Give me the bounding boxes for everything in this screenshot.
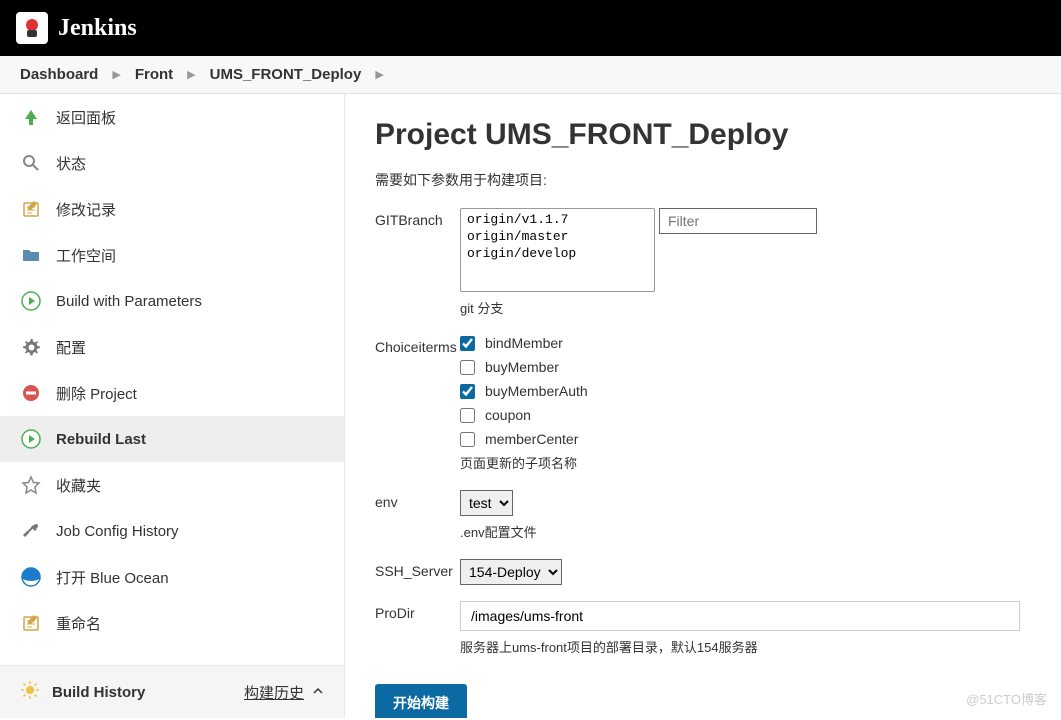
page-subtitle: 需要如下参数用于构建项目:	[375, 170, 1031, 190]
page-title: Project UMS_FRONT_Deploy	[375, 118, 1031, 152]
sidebar-item-label: 删除 Project	[56, 383, 137, 404]
search-icon	[20, 152, 42, 174]
sidebar-item-4[interactable]: Build with Parameters	[0, 278, 344, 324]
sidebar-item-label: 配置	[56, 337, 86, 358]
sidebar-item-label: 打开 Blue Ocean	[56, 567, 169, 588]
sidebar-item-label: Build with Parameters	[56, 293, 202, 310]
choice-item-buyMember[interactable]: buyMember	[460, 359, 1031, 375]
sidebar-item-3[interactable]: 工作空间	[0, 232, 344, 278]
build-history-title: Build History	[52, 684, 145, 701]
sshserver-label: SSH_Server	[375, 559, 460, 579]
choiceitems-label: Choiceiterms	[375, 335, 460, 355]
notepad-icon	[20, 612, 42, 634]
sidebar-item-label: Job Config History	[56, 523, 179, 540]
prodir-label: ProDir	[375, 601, 460, 621]
sidebar-item-5[interactable]: 配置	[0, 324, 344, 370]
sidebar-item-label: 工作空间	[56, 245, 116, 266]
chevron-right-icon: ▶	[112, 68, 120, 81]
breadcrumb-dashboard[interactable]: Dashboard	[20, 66, 98, 83]
choice-item-memberCenter[interactable]: memberCenter	[460, 431, 1031, 447]
chevron-right-icon: ▶	[187, 68, 195, 81]
tools-icon	[20, 520, 42, 542]
choice-item-buyMemberAuth[interactable]: buyMemberAuth	[460, 383, 1031, 399]
prodir-input[interactable]	[460, 601, 1020, 631]
sidebar-item-10[interactable]: 打开 Blue Ocean	[0, 554, 344, 600]
jenkins-logo-icon	[16, 12, 48, 44]
sidebar-item-label: 返回面板	[56, 107, 116, 128]
gitbranch-select[interactable]: origin/v1.1.7origin/masterorigin/develop	[460, 208, 655, 292]
gear-icon	[20, 336, 42, 358]
build-button[interactable]: 开始构建	[375, 684, 467, 718]
sidebar-item-6[interactable]: 删除 Project	[0, 370, 344, 416]
choice-item-coupon[interactable]: coupon	[460, 407, 1031, 423]
blue-ocean-icon	[20, 566, 42, 588]
build-history-link[interactable]: 构建历史	[244, 682, 324, 703]
env-select[interactable]: test	[460, 490, 513, 516]
choice-checkbox[interactable]	[460, 408, 475, 423]
env-label: env	[375, 490, 460, 510]
choice-checkbox[interactable]	[460, 384, 475, 399]
branch-option[interactable]: origin/develop	[463, 245, 652, 262]
choiceitems-help: 页面更新的子项名称	[460, 453, 1031, 472]
folder-icon	[20, 244, 42, 266]
choice-label: memberCenter	[485, 431, 578, 447]
star-icon	[20, 474, 42, 496]
sidebar-item-label: 重命名	[56, 613, 101, 634]
chevron-up-icon	[312, 684, 324, 701]
branch-option[interactable]: origin/master	[463, 228, 652, 245]
notepad-icon	[20, 198, 42, 220]
branch-option[interactable]: origin/v1.1.7	[463, 211, 652, 228]
sidebar-item-label: 修改记录	[56, 199, 116, 220]
gitbranch-label: GITBranch	[375, 208, 460, 228]
breadcrumb-front[interactable]: Front	[135, 66, 173, 83]
choice-label: buyMemberAuth	[485, 383, 588, 399]
gitbranch-help: git 分支	[460, 298, 1031, 317]
sidebar-item-label: 状态	[56, 153, 86, 174]
sidebar-item-7[interactable]: Rebuild Last	[0, 416, 344, 462]
sidebar-item-11[interactable]: 重命名	[0, 600, 344, 646]
brand[interactable]: Jenkins	[16, 12, 137, 44]
choice-checkbox[interactable]	[460, 360, 475, 375]
sidebar-item-1[interactable]: 状态	[0, 140, 344, 186]
choice-checkbox[interactable]	[460, 432, 475, 447]
content: Project UMS_FRONT_Deploy 需要如下参数用于构建项目: G…	[345, 94, 1061, 718]
sshserver-select[interactable]: 154-Deploy	[460, 559, 562, 585]
sidebar-item-2[interactable]: 修改记录	[0, 186, 344, 232]
topbar: Jenkins	[0, 0, 1061, 56]
choice-label: bindMember	[485, 335, 563, 351]
sidebar: 返回面板状态修改记录工作空间 Build with Parameters 配置删除 …	[0, 94, 345, 718]
arrow-up-icon	[20, 106, 42, 128]
choice-label: buyMember	[485, 359, 559, 375]
no-entry-icon	[20, 382, 42, 404]
prodir-help: 服务器上ums-front项目的部署目录，默认154服务器	[460, 637, 1031, 656]
sidebar-item-0[interactable]: 返回面板	[0, 94, 344, 140]
env-help: .env配置文件	[460, 522, 1031, 541]
choice-label: coupon	[485, 407, 531, 423]
brand-text: Jenkins	[58, 15, 137, 42]
sidebar-item-9[interactable]: Job Config History	[0, 508, 344, 554]
sun-icon	[20, 680, 40, 704]
breadcrumbs: Dashboard ▶ Front ▶ UMS_FRONT_Deploy ▶	[0, 56, 1061, 94]
chevron-right-icon: ▶	[375, 68, 383, 81]
play-circle-icon	[20, 290, 42, 312]
play-circle-icon	[20, 428, 42, 450]
sidebar-item-label: 收藏夹	[56, 475, 101, 496]
choice-item-bindMember[interactable]: bindMember	[460, 335, 1031, 351]
breadcrumb-project[interactable]: UMS_FRONT_Deploy	[210, 66, 362, 83]
watermark: @51CTO博客	[966, 689, 1047, 708]
choice-checkbox[interactable]	[460, 336, 475, 351]
sidebar-item-8[interactable]: 收藏夹	[0, 462, 344, 508]
build-history-header[interactable]: Build History 构建历史	[0, 665, 344, 718]
gitbranch-filter-input[interactable]	[659, 208, 817, 234]
sidebar-item-label: Rebuild Last	[56, 431, 146, 448]
